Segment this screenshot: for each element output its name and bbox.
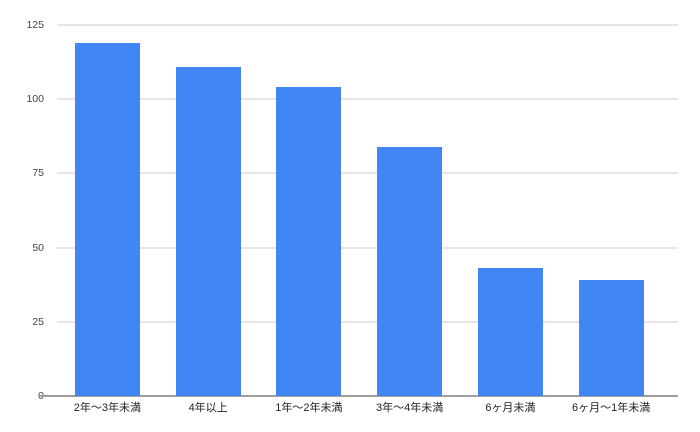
bar-2[interactable] [276,87,342,396]
x-axis-category-label: 3年〜4年未満 [376,402,444,414]
y-axis-tick-label: 100 [26,93,44,106]
bar-4[interactable] [477,268,543,396]
gridline [57,24,678,26]
y-axis-tick-label: 50 [32,241,44,254]
bar-3[interactable] [377,146,443,396]
gridline [57,320,678,323]
x-axis-category-label: 2年〜3年未満 [73,402,141,414]
gridline [57,246,678,249]
gridline [57,98,678,101]
x-axis-baseline [38,395,678,397]
y-axis-tick-label: 25 [32,315,44,328]
bar-1[interactable] [175,66,241,396]
x-axis-category-label: 1年〜2年未満 [275,402,343,414]
y-axis-tick-label: 125 [26,19,44,31]
x-axis-category-label: 4年以上 [188,402,228,414]
bar-0[interactable] [74,42,140,396]
y-axis-tick-label: 75 [32,167,44,180]
gridline [57,172,678,175]
x-axis-category-label: 6ヶ月未満 [485,402,536,414]
bar-5[interactable] [578,280,644,396]
x-axis-category-label: 6ヶ月〜1年未満 [572,402,651,414]
